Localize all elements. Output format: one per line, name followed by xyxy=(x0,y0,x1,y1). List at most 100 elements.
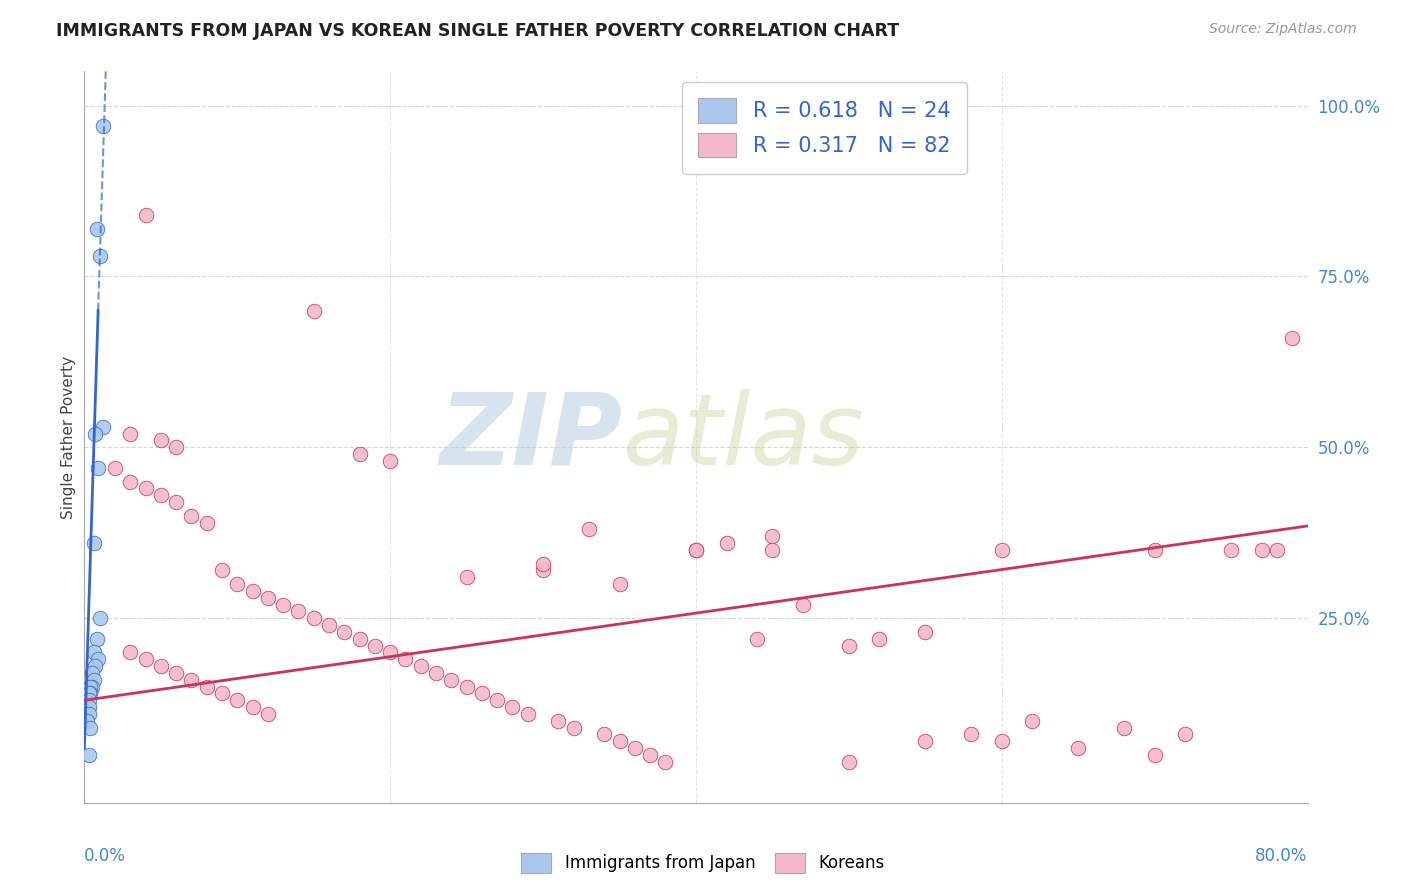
Point xyxy=(838,639,860,653)
Point xyxy=(79,680,101,694)
Point xyxy=(1021,714,1043,728)
Point xyxy=(349,447,371,461)
Point xyxy=(257,591,280,605)
Point xyxy=(257,706,280,721)
Point xyxy=(149,434,172,448)
Point xyxy=(211,563,233,577)
Point xyxy=(87,652,110,666)
Point xyxy=(91,420,114,434)
Point xyxy=(89,249,111,263)
Point xyxy=(333,624,356,639)
Point xyxy=(456,570,478,584)
Point xyxy=(1281,331,1303,345)
Point xyxy=(77,700,100,714)
Text: atlas: atlas xyxy=(623,389,865,485)
Text: IMMIGRANTS FROM JAPAN VS KOREAN SINGLE FATHER POVERTY CORRELATION CHART: IMMIGRANTS FROM JAPAN VS KOREAN SINGLE F… xyxy=(56,22,900,40)
Point xyxy=(83,673,105,687)
Point xyxy=(83,536,105,550)
Point xyxy=(960,727,983,741)
Point xyxy=(77,686,100,700)
Point xyxy=(91,119,114,133)
Point xyxy=(425,665,447,680)
Point xyxy=(502,700,524,714)
Point xyxy=(716,536,738,550)
Point xyxy=(792,598,814,612)
Legend: R = 0.618   N = 24, R = 0.317   N = 82: R = 0.618 N = 24, R = 0.317 N = 82 xyxy=(682,82,967,174)
Point xyxy=(761,529,783,543)
Text: 0.0%: 0.0% xyxy=(84,847,127,864)
Point xyxy=(1174,727,1197,741)
Point xyxy=(83,645,105,659)
Point xyxy=(624,741,647,756)
Point xyxy=(349,632,371,646)
Point xyxy=(77,693,100,707)
Point xyxy=(79,686,101,700)
Point xyxy=(638,747,661,762)
Point xyxy=(84,426,107,441)
Point xyxy=(84,659,107,673)
Point xyxy=(180,508,202,523)
Point xyxy=(471,686,494,700)
Text: 80.0%: 80.0% xyxy=(1256,847,1308,864)
Point xyxy=(1220,542,1243,557)
Point xyxy=(761,542,783,557)
Point xyxy=(486,693,509,707)
Point xyxy=(869,632,891,646)
Point xyxy=(80,680,103,694)
Point xyxy=(77,747,100,762)
Point xyxy=(242,583,264,598)
Point xyxy=(1265,542,1288,557)
Point xyxy=(747,632,769,646)
Point xyxy=(211,686,233,700)
Point xyxy=(380,645,402,659)
Point xyxy=(440,673,463,687)
Legend: Immigrants from Japan, Koreans: Immigrants from Japan, Koreans xyxy=(515,847,891,880)
Point xyxy=(516,706,538,721)
Point xyxy=(654,755,676,769)
Point xyxy=(380,454,402,468)
Point xyxy=(456,680,478,694)
Point xyxy=(685,542,707,557)
Point xyxy=(609,734,631,748)
Point xyxy=(409,659,432,673)
Point xyxy=(318,618,340,632)
Point xyxy=(120,645,142,659)
Point xyxy=(120,475,142,489)
Point xyxy=(991,542,1014,557)
Point xyxy=(87,460,110,475)
Point xyxy=(1250,542,1272,557)
Point xyxy=(165,665,187,680)
Point xyxy=(165,495,187,509)
Point xyxy=(149,488,172,502)
Point xyxy=(86,221,108,235)
Point xyxy=(547,714,569,728)
Point xyxy=(609,577,631,591)
Y-axis label: Single Father Poverty: Single Father Poverty xyxy=(60,356,76,518)
Point xyxy=(120,426,142,441)
Point xyxy=(80,665,103,680)
Point xyxy=(271,598,294,612)
Point xyxy=(914,734,936,748)
Point xyxy=(287,604,309,618)
Point xyxy=(685,542,707,557)
Point xyxy=(531,557,554,571)
Point xyxy=(195,516,218,530)
Point xyxy=(1114,721,1136,735)
Point xyxy=(531,563,554,577)
Point xyxy=(89,611,111,625)
Point xyxy=(180,673,202,687)
Point xyxy=(135,481,157,495)
Point xyxy=(86,632,108,646)
Text: ZIP: ZIP xyxy=(440,389,623,485)
Point xyxy=(226,577,249,591)
Point xyxy=(593,727,616,741)
Point xyxy=(991,734,1014,748)
Point xyxy=(104,460,127,475)
Point xyxy=(914,624,936,639)
Point xyxy=(1067,741,1090,756)
Point xyxy=(302,611,325,625)
Point xyxy=(1143,747,1166,762)
Point xyxy=(76,714,98,728)
Point xyxy=(1143,542,1166,557)
Point xyxy=(77,706,100,721)
